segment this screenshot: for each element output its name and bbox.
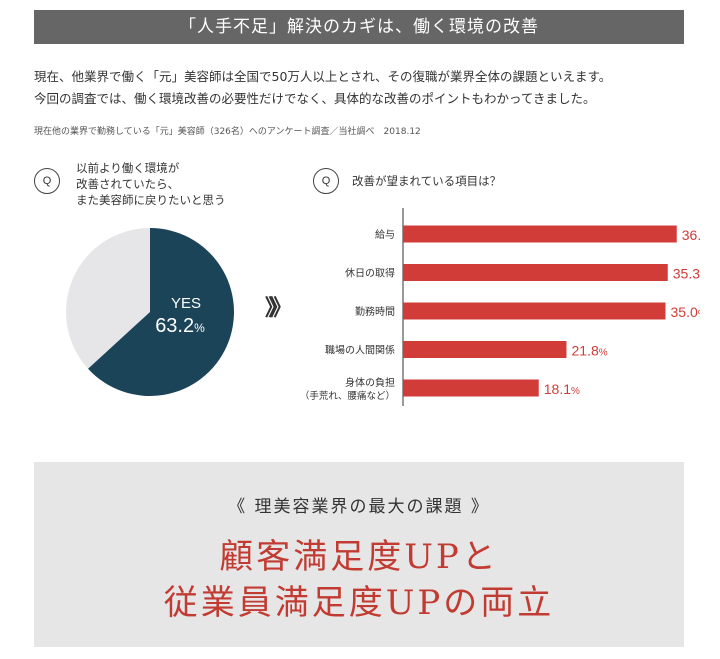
bar-2 bbox=[403, 302, 666, 320]
question-icon-right: Q bbox=[313, 168, 339, 194]
bar-3 bbox=[403, 341, 567, 358]
category-label-3-0: 職場の人間関係 bbox=[325, 344, 395, 357]
category-label-0-0: 給与 bbox=[375, 228, 395, 241]
pie-label-unit: % bbox=[194, 321, 205, 335]
pie-slice-rest bbox=[65, 228, 150, 369]
intro-text: 現在、他業界で働く「元」美容師は全国で50万人以上とされ、その復職が業界全体の課… bbox=[34, 66, 694, 110]
pie-label-name: YES bbox=[171, 295, 201, 312]
pie-question-line-2: 改善されていたら、 bbox=[76, 177, 180, 191]
pie-question-line-1: 以前より働く環境が bbox=[76, 161, 180, 175]
footer-headline-line-1: 顧客満足度UPと bbox=[219, 537, 499, 577]
pie-chart: YES 63.2% bbox=[65, 228, 235, 396]
category-label-4-1: （手荒れ、腰痛など） bbox=[300, 390, 395, 402]
bar-0 bbox=[403, 225, 677, 243]
pie-label-number: 63.2 bbox=[155, 315, 194, 337]
intro-line-2: 今回の調査では、働く環境改善の必要性だけでなく、具体的な改善のポイントもわかって… bbox=[34, 91, 596, 106]
bars-group: 給与 36.5% 休日の取得 35.3% 勤務時間 35.0% 職場の人間関係 21.8% 身体… bbox=[300, 225, 701, 402]
bar-4 bbox=[403, 379, 539, 397]
survey-source: 現在他の業界で勤務している「元」美容師（326名）へのアンケート調査／当社調べ … bbox=[34, 127, 421, 137]
pie-slice-yes bbox=[88, 228, 235, 396]
header-title: 「人手不足」解決のカギは、働く環境の改善 bbox=[179, 17, 539, 37]
value-label-3: 21.8% bbox=[572, 343, 608, 359]
bar-1 bbox=[403, 264, 668, 281]
category-label-1-0: 休日の取得 bbox=[345, 268, 395, 280]
value-label-0: 36.5% bbox=[682, 227, 700, 243]
bar-chart: 給与 36.5% 休日の取得 35.3% 勤務時間 35.0% 職場の人間関係 21.8% 身体… bbox=[300, 208, 701, 406]
category-label-4-0: 身体の負担 bbox=[345, 376, 395, 389]
value-label-4: 18.1% bbox=[544, 381, 580, 397]
value-label-2: 35.0% bbox=[671, 304, 701, 320]
header-banner: 「人手不足」解決のカギは、働く環境の改善 bbox=[34, 10, 684, 44]
arrow-icon: 》》 bbox=[265, 296, 292, 321]
pie-label-value: 63.2% bbox=[155, 315, 205, 337]
pie-question-line-3: また美容師に戻りたいと思う bbox=[76, 193, 226, 207]
question-icon-left: Q bbox=[34, 168, 60, 194]
category-label-2-0: 勤務時間 bbox=[355, 305, 395, 318]
footer-headline-line-2: 従業員満足度UPの両立 bbox=[163, 583, 555, 623]
value-label-1: 35.3% bbox=[673, 266, 700, 282]
footer-headline: 顧客満足度UPと 従業員満足度UPの両立 bbox=[34, 534, 684, 626]
footer-panel: 《 理美容業界の最大の課題 》 顧客満足度UPと 従業員満足度UPの両立 bbox=[34, 462, 684, 647]
intro-line-1: 現在、他業界で働く「元」美容師は全国で50万人以上とされ、その復職が業界全体の課… bbox=[34, 69, 612, 84]
bar-question: 改善が望まれている項目は？ bbox=[352, 174, 502, 188]
footer-subtitle: 《 理美容業界の最大の課題 》 bbox=[228, 497, 490, 517]
pie-question: 以前より働く環境が 改善されていたら、 また美容師に戻りたいと思う bbox=[76, 160, 226, 208]
